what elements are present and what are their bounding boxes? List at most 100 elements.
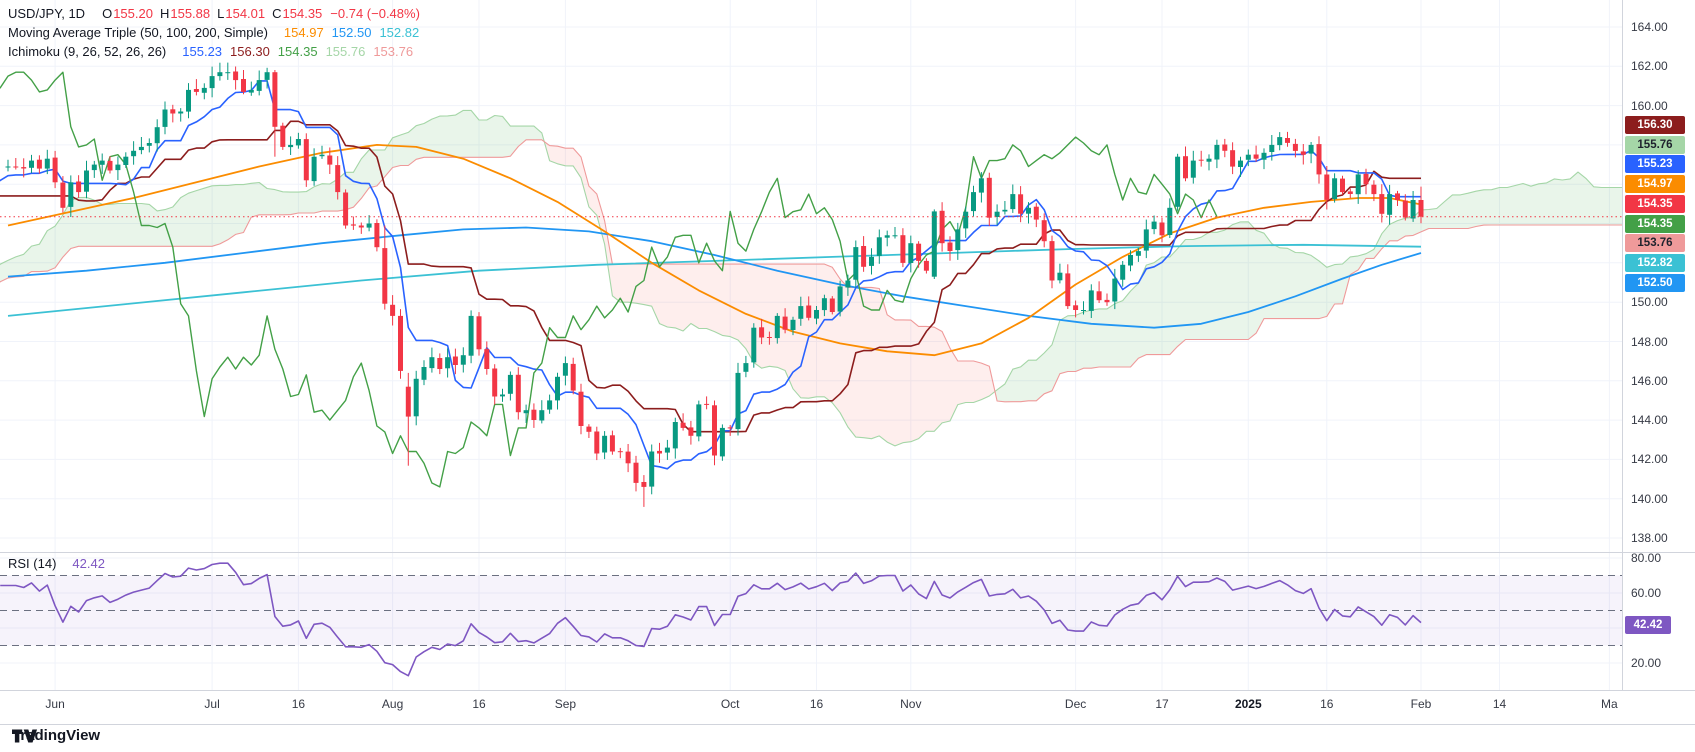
candle-body	[445, 357, 451, 369]
main-price-pane[interactable]	[0, 0, 1622, 552]
candle-body	[562, 363, 568, 376]
candle-body	[327, 155, 333, 165]
candle-body	[1183, 156, 1188, 179]
candle-body	[1175, 156, 1181, 207]
candle-body	[1347, 191, 1353, 194]
time-axis[interactable]: Jun Jul 16 Aug 16 Sep Oct 16 Nov Dec 17 2025 16 Feb 14…	[0, 690, 1695, 724]
candle-body	[1010, 194, 1016, 210]
rsi-tick-label: 60.00	[1631, 586, 1662, 600]
candle-body	[429, 357, 435, 369]
pane-separator[interactable]	[0, 552, 1695, 553]
candle-body	[971, 192, 976, 212]
candle-body	[955, 229, 961, 251]
rsi-pane[interactable]	[0, 552, 1622, 690]
ma-legend-row[interactable]: Moving Average Triple (50, 100, 200, Sim…	[8, 23, 420, 42]
candle-body	[1253, 154, 1259, 159]
candle-body	[1057, 272, 1063, 281]
candle-body	[413, 378, 419, 417]
candle-body	[1018, 194, 1024, 214]
candle-body	[162, 109, 168, 127]
candle-body	[460, 355, 466, 365]
candle-body	[241, 79, 246, 92]
main-legend: USD/JPY, 1D O155.20 H155.88 L154.01 C154.35…	[8, 4, 420, 61]
price-tick-label: 146.00	[1631, 373, 1668, 388]
price-badge: 152.82	[1625, 253, 1685, 272]
candle-body	[586, 426, 592, 432]
candle-body	[1340, 178, 1345, 193]
time-tick-label: Ma	[1601, 697, 1618, 711]
ohlc-value: 155.88	[170, 6, 211, 21]
candle-body	[484, 349, 490, 369]
candle-body	[625, 451, 631, 464]
time-axis-separator	[0, 690, 1695, 691]
candle-body	[319, 154, 325, 157]
price-tick-label: 164.00	[1631, 20, 1668, 34]
candle-body	[1206, 158, 1212, 162]
change-value: −0.74 (−0.48%)	[330, 6, 420, 21]
candle-body	[366, 223, 372, 228]
candle-body	[931, 211, 937, 277]
ichimoku-legend-row[interactable]: Ichimoku (9, 26, 52, 26, 26) 155.23 156.3…	[8, 42, 420, 61]
candle-body	[829, 298, 835, 312]
candle-body	[76, 181, 82, 193]
price-badge: 154.97	[1625, 175, 1685, 194]
candle-body	[515, 374, 521, 413]
candle-body	[358, 225, 364, 228]
indicator-value: 152.50	[331, 25, 372, 40]
senkou-b-line	[0, 139, 1622, 403]
candle-body	[861, 246, 867, 267]
candle-body	[36, 159, 42, 169]
candle-body	[468, 315, 474, 356]
candle-body	[5, 166, 11, 168]
candle-body	[1135, 251, 1141, 256]
ma-indicator-label: Moving Average Triple (50, 100, 200, Sim…	[8, 25, 268, 40]
rsi-line	[0, 562, 1422, 677]
candle-body	[107, 160, 113, 171]
candle-body	[1167, 207, 1173, 235]
price-tick-label: 150.00	[1631, 295, 1668, 310]
candle-body	[696, 404, 702, 437]
time-tick-label: 16	[472, 697, 486, 711]
tradingview-logo[interactable]: TradingView	[12, 727, 100, 744]
candle-body	[60, 182, 66, 208]
time-tick-label: 16	[291, 697, 306, 711]
candle-body	[115, 164, 121, 171]
time-tick-label: 16	[809, 697, 824, 711]
candle-body	[201, 87, 207, 93]
ohlc-values: O155.20 H155.88 L154.01 C154.35	[95, 6, 322, 21]
candle-body	[398, 315, 403, 371]
candle-body	[99, 160, 105, 165]
candle-body	[688, 427, 694, 436]
ohlc-letter: L	[217, 6, 225, 21]
candle-body	[1065, 273, 1071, 307]
kijun-line	[0, 120, 1421, 433]
candle-body	[256, 80, 262, 91]
candle-body	[138, 146, 144, 151]
candle-body	[963, 211, 969, 229]
candle-body	[492, 368, 498, 397]
candle-body	[186, 89, 191, 112]
rsi-legend[interactable]: RSI (14) 42.42	[8, 554, 105, 573]
candle-body	[884, 235, 890, 238]
time-tick-label: Sep	[554, 697, 577, 711]
candle-body	[405, 386, 411, 417]
symbol-legend-row[interactable]: USD/JPY, 1D O155.20 H155.88 L154.01 C154.35…	[8, 4, 420, 23]
indicator-value: 155.23	[182, 44, 223, 59]
candle-body	[947, 242, 953, 251]
candle-body	[766, 337, 772, 338]
candle-body	[13, 166, 19, 168]
candle-body	[814, 310, 819, 319]
candle-body	[288, 144, 294, 148]
candle-body	[1363, 173, 1369, 185]
candle-body	[774, 315, 780, 339]
rsi-badge: 42.42	[1625, 615, 1671, 634]
candle-body	[1128, 255, 1133, 266]
ohlc-value: 154.35	[282, 6, 323, 21]
price-axis-border	[1622, 0, 1623, 690]
price-axis[interactable]: 164.00 162.00 160.00 150.00 148.00 146.00 144.…	[1622, 0, 1695, 690]
price-tick-label: 162.00	[1631, 59, 1668, 74]
candle-body	[1324, 174, 1330, 200]
candle-body	[123, 156, 129, 165]
chikou-line	[0, 71, 1218, 488]
candle-body	[1026, 207, 1031, 214]
